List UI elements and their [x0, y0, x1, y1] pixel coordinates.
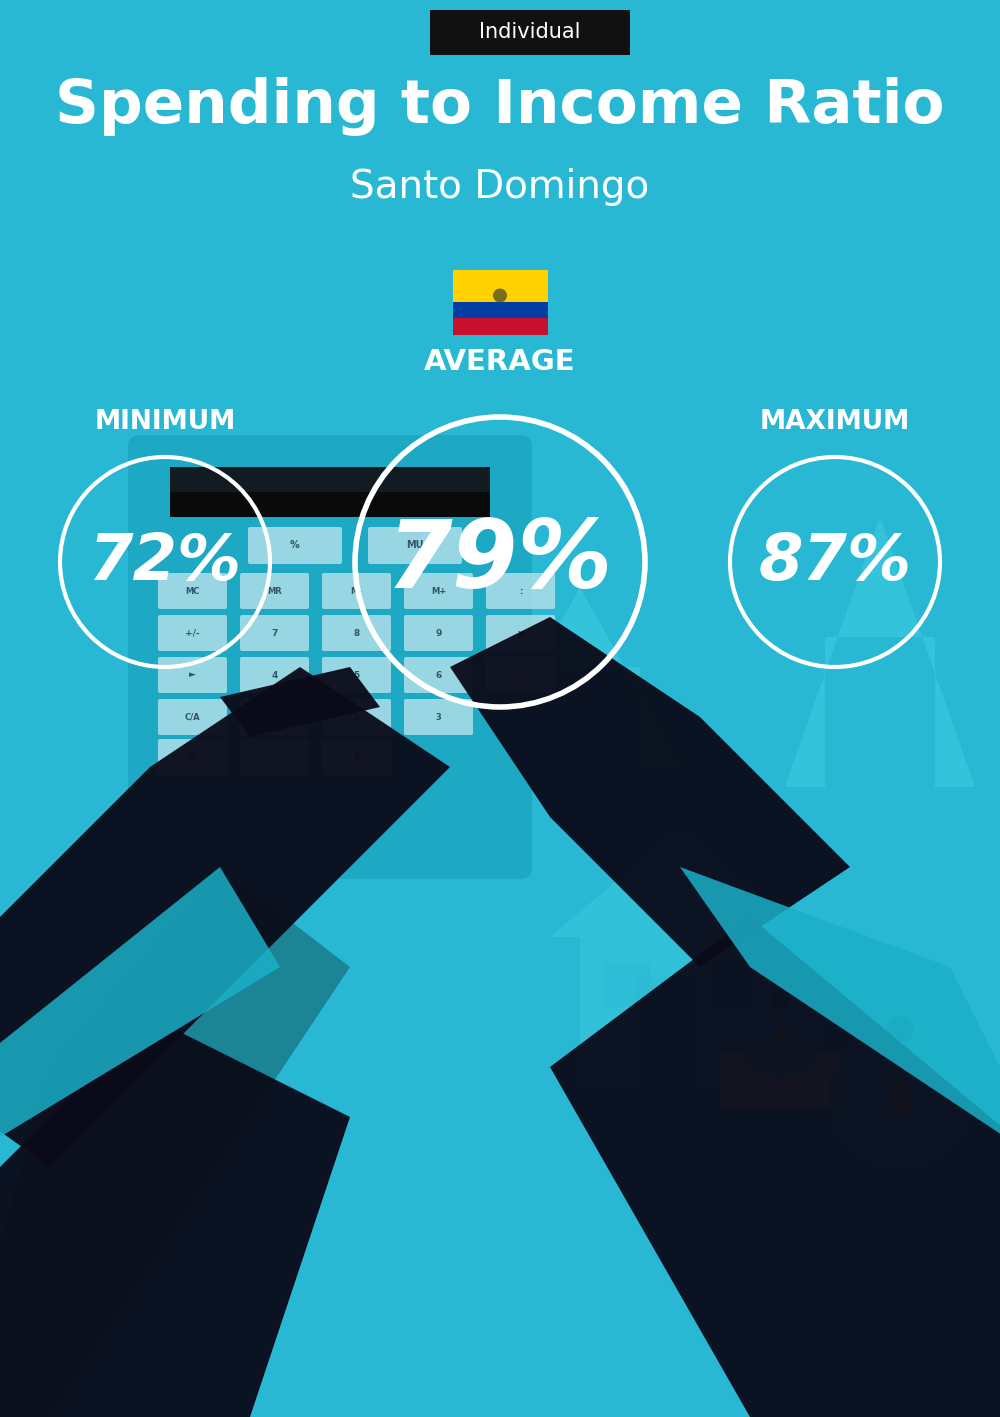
Polygon shape [230, 587, 470, 737]
Text: M-: M- [351, 587, 362, 595]
FancyBboxPatch shape [240, 657, 309, 693]
Text: 4: 4 [271, 670, 278, 680]
Text: MU: MU [406, 540, 424, 550]
FancyBboxPatch shape [404, 657, 473, 693]
Text: 87%: 87% [759, 531, 912, 592]
FancyBboxPatch shape [486, 615, 555, 650]
Polygon shape [0, 667, 450, 1168]
FancyBboxPatch shape [158, 615, 227, 650]
FancyBboxPatch shape [248, 527, 342, 564]
Polygon shape [450, 616, 850, 966]
Text: 0: 0 [353, 752, 360, 761]
Text: -: - [519, 670, 522, 680]
Polygon shape [0, 1017, 350, 1417]
FancyBboxPatch shape [368, 527, 462, 564]
FancyBboxPatch shape [720, 1080, 840, 1090]
Text: x: x [518, 629, 523, 638]
FancyBboxPatch shape [720, 1071, 840, 1080]
Text: 1: 1 [272, 713, 277, 721]
Circle shape [738, 995, 822, 1078]
FancyBboxPatch shape [404, 699, 473, 735]
FancyBboxPatch shape [720, 1061, 840, 1071]
FancyBboxPatch shape [322, 657, 391, 693]
FancyBboxPatch shape [240, 572, 309, 609]
FancyBboxPatch shape [240, 699, 309, 735]
Text: $: $ [887, 1080, 914, 1118]
FancyBboxPatch shape [158, 740, 227, 775]
FancyBboxPatch shape [486, 572, 555, 609]
Text: 8: 8 [353, 629, 360, 638]
Text: 2: 2 [354, 713, 359, 721]
Text: MAXIMUM: MAXIMUM [760, 410, 910, 435]
FancyBboxPatch shape [158, 657, 227, 693]
FancyBboxPatch shape [430, 10, 630, 54]
FancyBboxPatch shape [170, 468, 490, 492]
Text: .: . [273, 752, 276, 761]
Text: %: % [290, 540, 300, 550]
Circle shape [828, 1024, 972, 1169]
Polygon shape [0, 867, 350, 1417]
Text: 72%: 72% [88, 531, 242, 592]
FancyBboxPatch shape [404, 572, 473, 609]
FancyBboxPatch shape [453, 302, 548, 319]
Text: 7: 7 [271, 629, 278, 638]
FancyBboxPatch shape [322, 615, 391, 650]
FancyBboxPatch shape [158, 572, 227, 609]
FancyBboxPatch shape [453, 319, 548, 334]
FancyBboxPatch shape [720, 1090, 840, 1098]
Text: MR: MR [267, 587, 282, 595]
FancyBboxPatch shape [720, 1053, 840, 1061]
FancyBboxPatch shape [710, 962, 755, 1007]
Polygon shape [680, 867, 1000, 1168]
Text: ►: ► [189, 670, 196, 680]
Circle shape [886, 1015, 914, 1043]
Text: $: $ [772, 1029, 788, 1049]
Polygon shape [550, 917, 1000, 1417]
FancyBboxPatch shape [605, 962, 650, 1007]
FancyBboxPatch shape [322, 699, 391, 735]
Polygon shape [550, 828, 810, 937]
FancyBboxPatch shape [486, 657, 555, 693]
Circle shape [770, 989, 790, 1009]
FancyBboxPatch shape [158, 699, 227, 735]
Circle shape [493, 289, 507, 302]
FancyBboxPatch shape [128, 435, 532, 879]
FancyBboxPatch shape [322, 740, 391, 775]
FancyBboxPatch shape [720, 1098, 840, 1107]
Text: MC: MC [185, 587, 200, 595]
Text: 6: 6 [435, 670, 442, 680]
Text: 9: 9 [435, 629, 442, 638]
Text: Spending to Income Ratio: Spending to Income Ratio [55, 78, 945, 136]
Polygon shape [220, 667, 380, 737]
Text: 00: 00 [186, 752, 199, 761]
FancyBboxPatch shape [240, 740, 309, 775]
Text: M+: M+ [431, 587, 446, 595]
Text: Santo Domingo: Santo Domingo [350, 169, 650, 205]
Text: 5: 5 [353, 670, 360, 680]
Text: +/-: +/- [185, 629, 200, 638]
Text: :: : [519, 587, 522, 595]
Text: MINIMUM: MINIMUM [94, 410, 236, 435]
FancyBboxPatch shape [170, 468, 490, 517]
Text: Individual: Individual [479, 23, 581, 43]
FancyBboxPatch shape [720, 887, 750, 937]
FancyBboxPatch shape [404, 615, 473, 650]
Text: 3: 3 [436, 713, 441, 721]
FancyBboxPatch shape [322, 572, 391, 609]
FancyBboxPatch shape [453, 269, 548, 302]
Text: 79%: 79% [387, 516, 613, 608]
Polygon shape [580, 937, 780, 1087]
Polygon shape [480, 587, 680, 767]
Polygon shape [785, 517, 975, 786]
FancyBboxPatch shape [635, 976, 700, 1087]
Polygon shape [0, 867, 280, 1136]
Text: C/A: C/A [185, 713, 200, 721]
FancyBboxPatch shape [240, 615, 309, 650]
Text: AVERAGE: AVERAGE [424, 349, 576, 376]
